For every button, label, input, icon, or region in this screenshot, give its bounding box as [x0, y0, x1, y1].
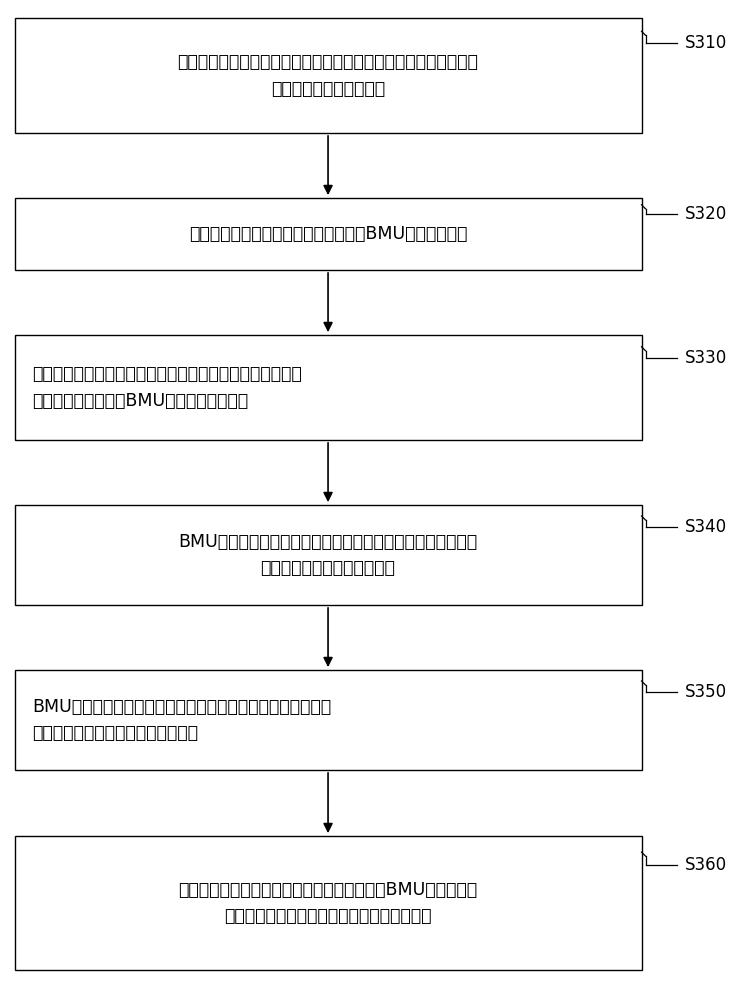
- Text: 温度调整板通过可编程电阻实现所述设定电阻值，将所述设
定电阻值传输到所述BMU中的当前校准通道: 温度调整板通过可编程电阻实现所述设定电阻值，将所述设 定电阻值传输到所述BMU中…: [33, 365, 303, 410]
- Text: BMU采集当前校准通道的电压值，将当前校准通道标识、设定
电阻值和电压值进行关联存储: BMU采集当前校准通道的电压值，将当前校准通道标识、设定 电阻值和电压值进行关联…: [179, 533, 477, 577]
- Text: S360: S360: [685, 856, 728, 874]
- Text: S330: S330: [685, 349, 728, 367]
- Bar: [15, 18, 642, 133]
- Bar: [15, 505, 642, 605]
- Text: S350: S350: [685, 683, 728, 701]
- Text: S340: S340: [685, 518, 728, 536]
- Bar: [15, 836, 642, 970]
- Text: S310: S310: [685, 34, 728, 52]
- Text: 根据控制器后续发送的温度校准指令，依次对BMU中的各个温
度采集通道中的各个温度校准点进行校准处理: 根据控制器后续发送的温度校准指令，依次对BMU中的各个温 度采集通道中的各个温度…: [179, 881, 477, 925]
- Text: BMU根据控制器后续发送的温度校准指令，对当前校准通道中
的各个温度校准点依次进行校准处理: BMU根据控制器后续发送的温度校准指令，对当前校准通道中 的各个温度校准点依次进…: [33, 698, 332, 742]
- Text: 控制器向转接板发送携带当前校准通道标识、温度校准点对应的设
定电阻值的温度校准指令: 控制器向转接板发送携带当前校准通道标识、温度校准点对应的设 定电阻值的温度校准指…: [178, 53, 478, 98]
- Bar: [15, 198, 642, 270]
- Text: 转接板将所述温度校准指令分别转发给BMU和温度调整板: 转接板将所述温度校准指令分别转发给BMU和温度调整板: [189, 225, 467, 243]
- Bar: [15, 670, 642, 770]
- Bar: [15, 335, 642, 440]
- Text: S320: S320: [685, 205, 728, 223]
